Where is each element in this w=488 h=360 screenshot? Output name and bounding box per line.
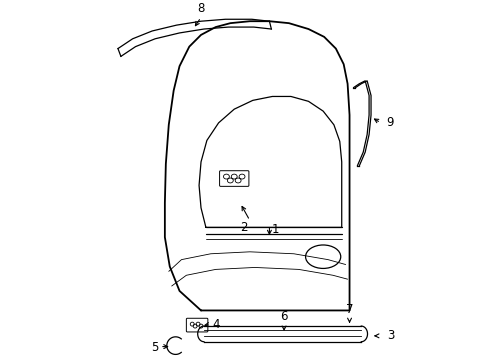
Text: 1: 1: [271, 222, 278, 235]
Text: 8: 8: [197, 3, 204, 15]
Text: 4: 4: [212, 318, 220, 330]
Text: 9: 9: [386, 116, 393, 129]
Text: 7: 7: [345, 303, 352, 316]
Text: 5: 5: [150, 341, 158, 354]
Text: 6: 6: [280, 310, 287, 323]
Text: 3: 3: [386, 329, 393, 342]
Text: 2: 2: [240, 221, 247, 234]
